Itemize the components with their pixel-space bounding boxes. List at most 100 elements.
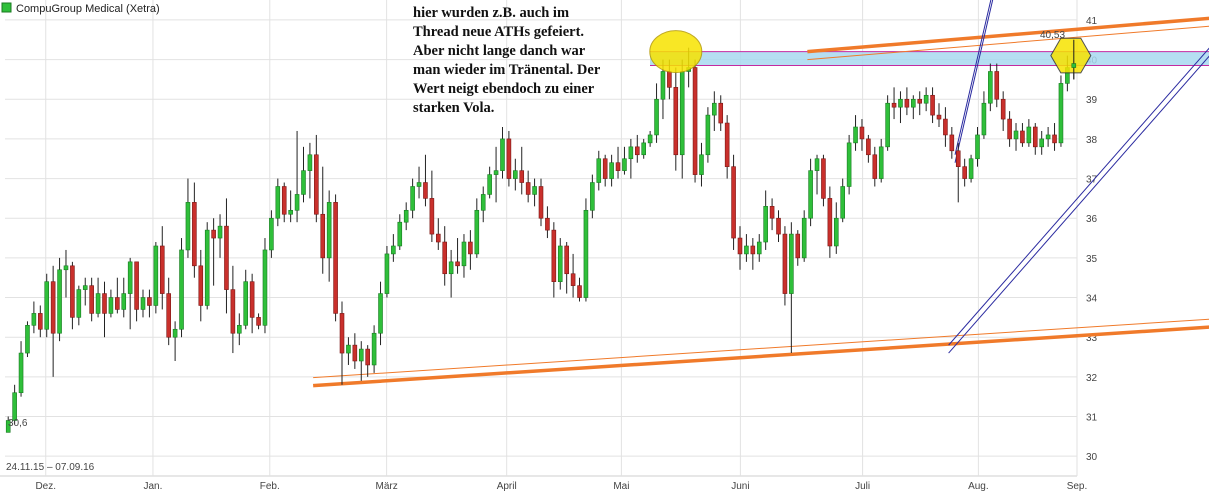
candle-body: [179, 249, 184, 330]
candle: [904, 87, 910, 116]
candle: [885, 95, 890, 151]
candle: [185, 178, 191, 258]
candle-body: [314, 154, 319, 215]
resistance-trendline-thin: [807, 25, 1209, 61]
candle-body: [981, 102, 987, 136]
candle: [204, 222, 210, 310]
candle: [198, 249, 204, 322]
candle: [744, 234, 749, 262]
candle-body: [692, 67, 698, 175]
candle: [76, 285, 82, 326]
candle: [859, 119, 865, 151]
y-tick-label: 30: [1086, 452, 1098, 463]
candle: [808, 158, 813, 227]
chart-title: CompuGroup Medical (Xetra): [16, 3, 160, 15]
candle-body: [365, 348, 370, 366]
candle: [911, 95, 916, 120]
candle-body: [230, 289, 236, 334]
candle: [1045, 127, 1051, 147]
candle: [962, 158, 967, 187]
candle-body: [461, 241, 467, 267]
candle: [82, 277, 88, 306]
candle-body: [814, 158, 820, 171]
candle: [615, 146, 621, 179]
candle: [1039, 130, 1044, 155]
candle: [365, 345, 370, 377]
candle-body: [397, 221, 403, 247]
x-tick-label: Feb.: [260, 481, 280, 492]
candle-body: [140, 297, 146, 310]
candle: [256, 313, 261, 330]
candle-body: [506, 138, 512, 179]
candle-body: [1032, 126, 1038, 148]
candle: [789, 222, 794, 354]
candle-body: [673, 87, 679, 156]
candle: [943, 107, 948, 147]
candle: [840, 178, 845, 223]
candle: [410, 178, 415, 219]
candle: [602, 154, 608, 187]
candle-body: [31, 313, 37, 326]
candle-body: [127, 261, 133, 294]
candle-body: [442, 241, 448, 275]
candle-body: [121, 293, 127, 310]
candle: [846, 134, 852, 195]
candle: [461, 234, 467, 278]
x-tick-label: März: [376, 481, 398, 492]
candle: [557, 238, 563, 290]
candle-body: [808, 170, 813, 219]
candle-body: [904, 98, 910, 108]
candle: [275, 178, 281, 227]
candle: [782, 226, 788, 306]
candle: [821, 154, 826, 207]
candle-body: [776, 217, 781, 235]
candle: [538, 178, 544, 227]
candle-body: [224, 225, 229, 290]
candle: [994, 63, 1000, 108]
candle: [249, 273, 255, 334]
candle: [737, 226, 743, 270]
candle-body: [95, 293, 101, 314]
candle: [1007, 111, 1012, 147]
candle-body: [339, 313, 345, 354]
candle: [917, 91, 923, 116]
candle: [339, 301, 345, 385]
candle: [127, 257, 133, 330]
candle-body: [949, 134, 955, 152]
candle-body: [346, 344, 351, 354]
candle: [429, 170, 435, 243]
candle: [95, 277, 101, 318]
candle: [397, 214, 403, 250]
candle-body: [718, 102, 724, 124]
candle: [647, 130, 653, 147]
candle-body: [846, 142, 852, 187]
candle: [878, 138, 884, 183]
candle-body: [307, 154, 313, 171]
candle-body: [840, 186, 845, 219]
candle-body: [744, 245, 749, 255]
candle: [1032, 123, 1038, 155]
support-trendline: [313, 325, 1209, 388]
candle-body: [12, 392, 17, 421]
candle: [1000, 91, 1006, 131]
y-tick-label: 39: [1086, 95, 1098, 106]
candle-body: [378, 293, 383, 334]
candle: [827, 186, 833, 258]
candle: [63, 249, 69, 298]
candle-body: [423, 182, 428, 199]
candle: [384, 245, 390, 298]
x-tick-label: April: [497, 481, 517, 492]
y-tick-label: 33: [1086, 333, 1098, 344]
x-tick-label: Mai: [613, 481, 629, 492]
candle: [981, 91, 987, 139]
candle-body: [275, 186, 281, 219]
candle-body: [975, 134, 980, 160]
candle-body: [737, 237, 743, 255]
candle: [12, 384, 17, 425]
candle-body: [962, 166, 967, 179]
candle-body: [878, 146, 884, 179]
candle-body: [660, 71, 666, 100]
x-axis: Dez. Jan. Feb. März April Mai Juni Juli Aug. Sep.: [35, 481, 1087, 492]
candle-body: [159, 245, 165, 294]
candle-body: [76, 289, 82, 318]
